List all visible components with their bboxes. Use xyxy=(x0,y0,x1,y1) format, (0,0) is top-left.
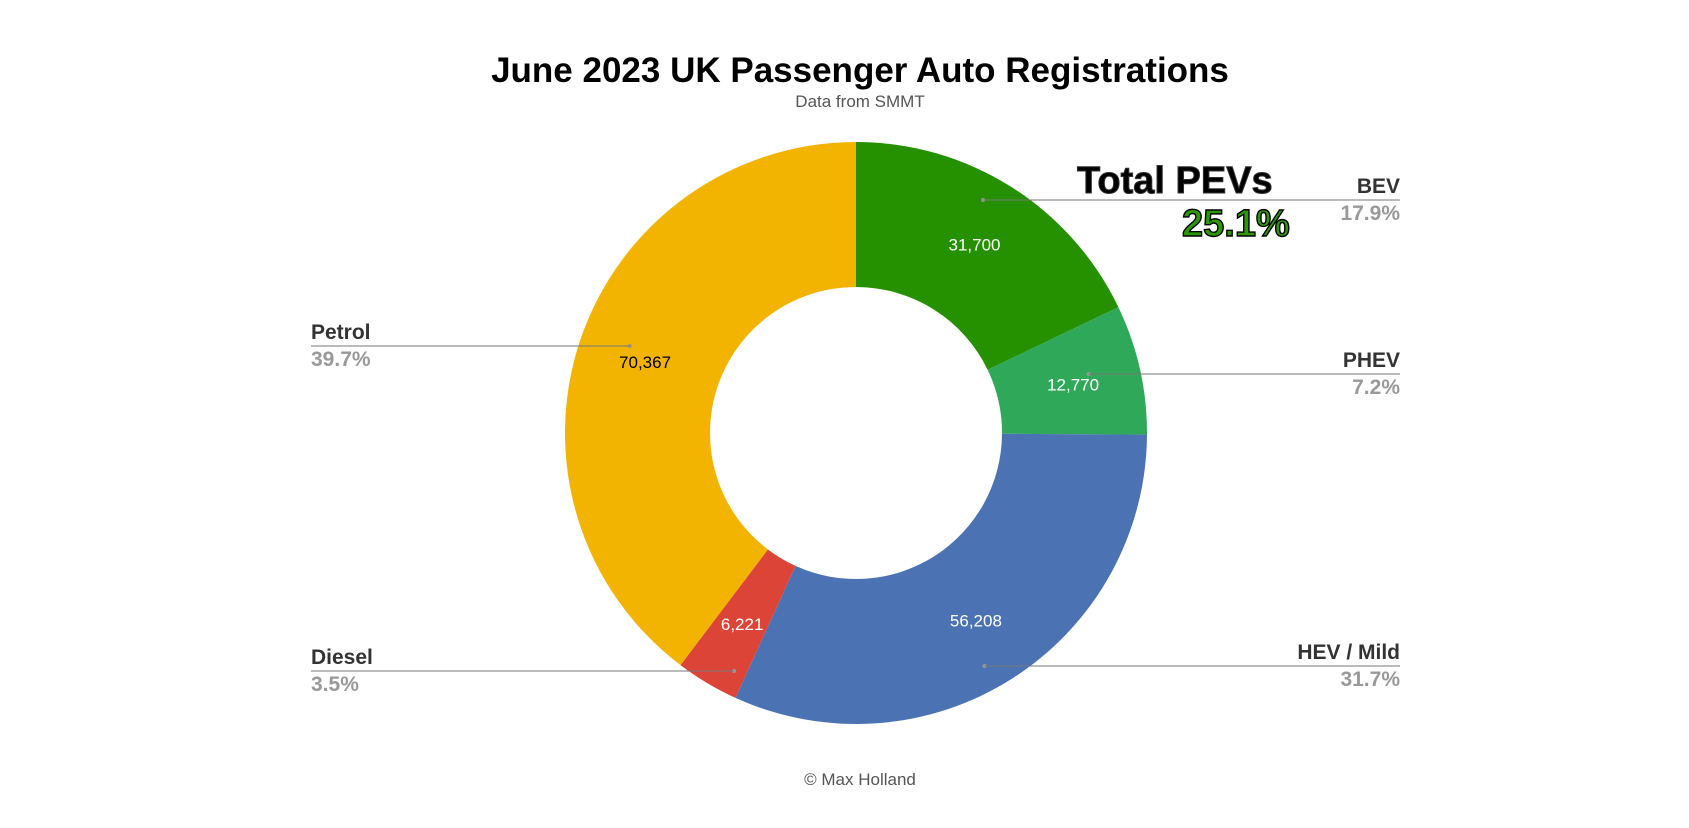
slice-value-label-diesel: 6,221 xyxy=(721,615,764,634)
slice-phev xyxy=(987,307,1147,435)
legend-group: BEV 17.9% PHEV 7.2% HEV / Mild 31.7% Diesel 3.5… xyxy=(311,175,1400,696)
slice-petrol xyxy=(564,142,856,666)
total-pevs-title: Total PEVs xyxy=(1077,160,1273,202)
legend-percent-bev: 17.9% xyxy=(1340,202,1400,225)
chart-credit: © Max Holland xyxy=(804,770,916,789)
slice-bev xyxy=(856,142,1119,370)
legend-percent-hev-mild: 31.7% xyxy=(1340,668,1400,691)
legend-name-hev-mild: HEV / Mild xyxy=(1297,641,1400,664)
legend-percent-petrol: 39.7% xyxy=(311,348,371,371)
chart-subtitle: Data from SMMT xyxy=(795,92,924,111)
total-pevs-value: 25.1% xyxy=(1182,203,1290,245)
legend-name-phev: PHEV xyxy=(1343,349,1400,372)
legend-name-petrol: Petrol xyxy=(311,321,371,344)
slice-value-label-hev-mild: 56,208 xyxy=(950,611,1002,630)
slices-group xyxy=(564,142,1147,724)
legend-percent-diesel: 3.5% xyxy=(311,673,359,696)
leader-lines-group xyxy=(311,198,1400,673)
slice-value-label-petrol: 70,367 xyxy=(619,353,671,372)
legend-name-diesel: Diesel xyxy=(311,646,373,669)
slice-value-label-bev: 31,700 xyxy=(949,236,1001,255)
chart-title: June 2023 UK Passenger Auto Registration… xyxy=(491,51,1229,90)
slice-diesel xyxy=(680,549,796,698)
slice-hev-mild xyxy=(735,433,1147,724)
legend-percent-phev: 7.2% xyxy=(1352,376,1400,399)
slice-value-label-phev: 12,770 xyxy=(1047,375,1099,394)
slice-labels-group: 31,700 12,770 56,208 6,221 70,367 xyxy=(619,236,1099,634)
legend-name-bev: BEV xyxy=(1357,175,1400,198)
